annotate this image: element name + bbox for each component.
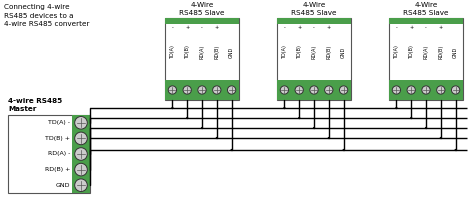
Text: RD(A): RD(A) [311,45,317,59]
Text: +: + [297,25,301,30]
Bar [165,80,239,100]
Circle shape [280,86,289,94]
Bar [165,18,239,24]
Bar [165,18,239,100]
Circle shape [298,117,301,119]
Circle shape [440,137,442,139]
Circle shape [186,117,188,119]
Circle shape [407,86,415,94]
Text: 4-Wire
RS485 Slave: 4-Wire RS485 Slave [403,2,449,16]
Text: +: + [327,25,331,30]
Text: RD(A): RD(A) [200,45,204,59]
Text: Connecting 4-wire
RS485 devices to a
4-wire RS485 converter: Connecting 4-wire RS485 devices to a 4-w… [4,4,90,27]
Circle shape [343,149,345,151]
Circle shape [216,137,218,139]
Text: GND: GND [229,46,234,58]
Text: TD(B): TD(B) [185,45,190,59]
Circle shape [325,86,333,94]
Circle shape [422,86,430,94]
Text: +: + [439,25,443,30]
Bar [8,115,90,193]
Text: GND: GND [55,183,70,188]
Circle shape [228,86,236,94]
Text: TD(B) +: TD(B) + [45,136,70,141]
Text: GND: GND [341,46,346,58]
Circle shape [455,149,457,151]
Circle shape [75,116,87,129]
Circle shape [328,137,330,139]
Circle shape [168,86,176,94]
Circle shape [75,148,87,160]
Text: RD(A): RD(A) [423,45,428,59]
Circle shape [283,107,285,109]
Text: -: - [313,25,315,30]
Bar [277,18,351,100]
Circle shape [310,86,318,94]
Text: +: + [409,25,413,30]
Circle shape [75,179,87,192]
Text: +: + [215,25,219,30]
Circle shape [339,86,348,94]
Text: TD(A): TD(A) [170,45,175,59]
Text: TD(A) -: TD(A) - [48,120,70,125]
Circle shape [213,86,221,94]
Circle shape [198,86,206,94]
Text: -: - [425,25,427,30]
Circle shape [451,86,460,94]
Text: -: - [283,25,285,30]
Text: GND: GND [453,46,458,58]
Circle shape [392,86,401,94]
Text: 4-wire RS485
Master: 4-wire RS485 Master [8,98,62,112]
Circle shape [313,127,315,129]
Circle shape [183,86,191,94]
Text: +: + [185,25,189,30]
Bar [389,18,463,100]
Text: 4-Wire
RS485 Slave: 4-Wire RS485 Slave [291,2,337,16]
Circle shape [437,86,445,94]
Circle shape [425,127,427,129]
Text: TD(A): TD(A) [282,45,287,59]
Bar [277,80,351,100]
Text: RD(A) -: RD(A) - [47,151,70,157]
Text: -: - [395,25,397,30]
Text: 4-Wire
RS485 Slave: 4-Wire RS485 Slave [179,2,225,16]
Text: TD(B): TD(B) [409,45,414,59]
Circle shape [171,107,173,109]
Text: TD(B): TD(B) [297,45,301,59]
Bar [389,18,463,24]
Circle shape [295,86,303,94]
Circle shape [201,127,203,129]
Circle shape [230,149,233,151]
Text: RD(B) +: RD(B) + [45,167,70,172]
Circle shape [75,132,87,145]
Text: -: - [201,25,203,30]
Bar [72,115,90,193]
Text: RD(B): RD(B) [214,45,219,59]
Circle shape [410,117,412,119]
Text: RD(B): RD(B) [438,45,443,59]
Bar [389,80,463,100]
Text: RD(B): RD(B) [326,45,331,59]
Bar [277,18,351,24]
Circle shape [75,163,87,176]
Text: TD(A): TD(A) [394,45,399,59]
Text: -: - [172,25,173,30]
Circle shape [395,107,398,109]
